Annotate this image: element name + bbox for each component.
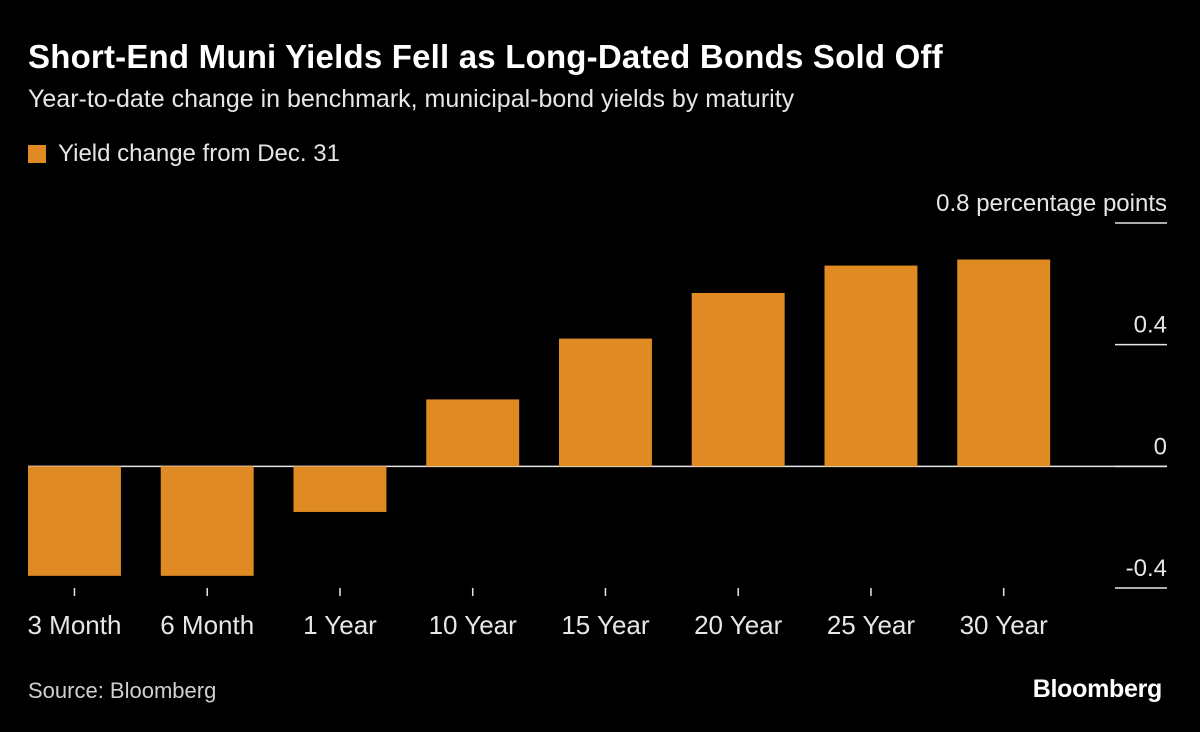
y-tick-label: -0.4 (1126, 555, 1167, 582)
bloomberg-logo: Bloomberg (1032, 675, 1163, 703)
chart-title: Short-End Muni Yields Fell as Long-Dated… (28, 38, 943, 75)
legend-label: Yield change from Dec. 31 (58, 140, 340, 167)
y-tick-label: 0.4 (1134, 312, 1167, 339)
x-tick-label: 15 Year (561, 610, 650, 640)
bar (28, 466, 121, 576)
legend-swatch (28, 145, 46, 163)
bar (293, 466, 387, 512)
x-tick-label: 6 Month (160, 610, 254, 640)
bar (691, 292, 785, 467)
bar (824, 265, 918, 467)
x-tick-label: 10 Year (429, 610, 518, 640)
chart-subtitle: Year-to-date change in benchmark, munici… (28, 85, 795, 113)
y-tick-label: 0.8 percentage points (936, 190, 1167, 217)
x-tick-label: 1 Year (303, 610, 377, 640)
x-tick-label: 25 Year (827, 610, 916, 640)
bar (160, 466, 254, 576)
bar (426, 399, 520, 467)
x-tick-label: 3 Month (27, 610, 121, 640)
legend: Yield change from Dec. 31 (28, 140, 340, 168)
bar (957, 259, 1051, 467)
source-note: Source: Bloomberg (28, 678, 217, 703)
x-tick-label: 30 Year (960, 610, 1049, 640)
y-tick-label: 0 (1154, 433, 1167, 460)
bar (559, 338, 652, 467)
x-tick-label: 20 Year (694, 610, 783, 640)
